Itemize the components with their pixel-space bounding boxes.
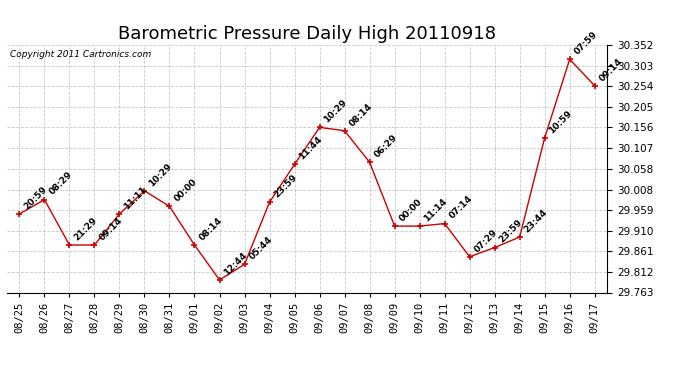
Text: 23:59: 23:59 bbox=[273, 172, 299, 200]
Text: 23:44: 23:44 bbox=[522, 207, 549, 234]
Text: 05:44: 05:44 bbox=[247, 235, 274, 262]
Text: Copyright 2011 Cartronics.com: Copyright 2011 Cartronics.com bbox=[10, 50, 151, 59]
Text: 23:59: 23:59 bbox=[497, 218, 524, 245]
Text: 08:29: 08:29 bbox=[47, 170, 74, 197]
Title: Barometric Pressure Daily High 20110918: Barometric Pressure Daily High 20110918 bbox=[118, 26, 496, 44]
Text: 20:59: 20:59 bbox=[22, 184, 49, 211]
Text: 11:14: 11:14 bbox=[422, 196, 449, 223]
Text: 00:00: 00:00 bbox=[397, 197, 424, 223]
Text: 10:29: 10:29 bbox=[147, 161, 174, 188]
Text: 10:59: 10:59 bbox=[547, 108, 574, 135]
Text: 07:14: 07:14 bbox=[447, 194, 474, 221]
Text: 08:14: 08:14 bbox=[197, 216, 224, 242]
Text: 21:29: 21:29 bbox=[72, 216, 99, 242]
Text: 10:29: 10:29 bbox=[322, 98, 349, 124]
Text: 09:14: 09:14 bbox=[598, 56, 624, 83]
Text: 08:14: 08:14 bbox=[347, 101, 374, 128]
Text: 11:11: 11:11 bbox=[122, 184, 149, 211]
Text: 06:29: 06:29 bbox=[373, 133, 399, 159]
Text: 07:59: 07:59 bbox=[573, 30, 599, 57]
Text: 11:44: 11:44 bbox=[297, 135, 324, 162]
Text: 09:14: 09:14 bbox=[97, 216, 124, 242]
Text: 00:00: 00:00 bbox=[172, 177, 199, 204]
Text: 12:44: 12:44 bbox=[222, 251, 249, 277]
Text: 07:29: 07:29 bbox=[473, 227, 499, 254]
